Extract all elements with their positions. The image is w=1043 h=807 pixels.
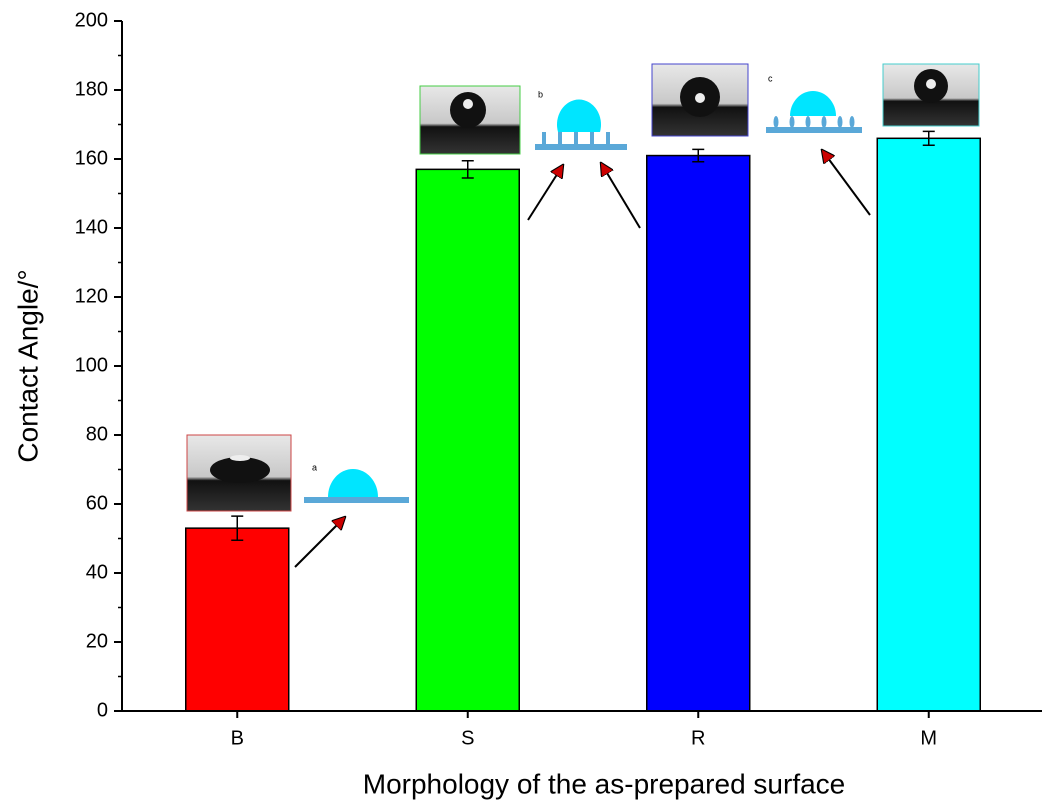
bar — [416, 169, 519, 711]
inset-label: b — [538, 89, 543, 99]
photo — [187, 435, 291, 511]
schematic — [304, 469, 409, 503]
y-tick-label: 20 — [86, 630, 108, 652]
photo — [420, 86, 520, 154]
y-tick-label: 0 — [97, 699, 108, 721]
x-tick-label: S — [461, 727, 474, 749]
x-axis-title: Morphology of the as-prepared surface — [363, 768, 846, 799]
x-tick-label: R — [691, 727, 705, 749]
photo — [883, 64, 979, 126]
arrows — [295, 150, 870, 567]
insets: a b c — [187, 64, 979, 567]
chart: Morphology of the as-prepared surface Co… — [0, 0, 1043, 807]
bar — [877, 138, 980, 711]
y-tick-label: 200 — [75, 9, 108, 31]
y-tick-label: 60 — [86, 492, 108, 514]
y-tick-label: 100 — [75, 354, 108, 376]
inset-label: c — [768, 73, 773, 83]
bar — [647, 156, 750, 711]
x-tick-label: B — [231, 727, 244, 749]
x-tick-label: M — [920, 727, 937, 749]
photo — [652, 64, 748, 136]
y-tick-label: 80 — [86, 423, 108, 445]
inset-label: a — [312, 462, 317, 472]
y-tick-label: 160 — [75, 147, 108, 169]
y-axis-title: Contact Angle/° — [12, 269, 43, 462]
y-tick-label: 40 — [86, 561, 108, 583]
schematic — [766, 91, 862, 133]
schematic — [535, 100, 627, 150]
y-tick-label: 140 — [75, 216, 108, 238]
bar — [186, 528, 289, 711]
y-tick-label: 120 — [75, 285, 108, 307]
y-tick-label: 180 — [75, 78, 108, 100]
